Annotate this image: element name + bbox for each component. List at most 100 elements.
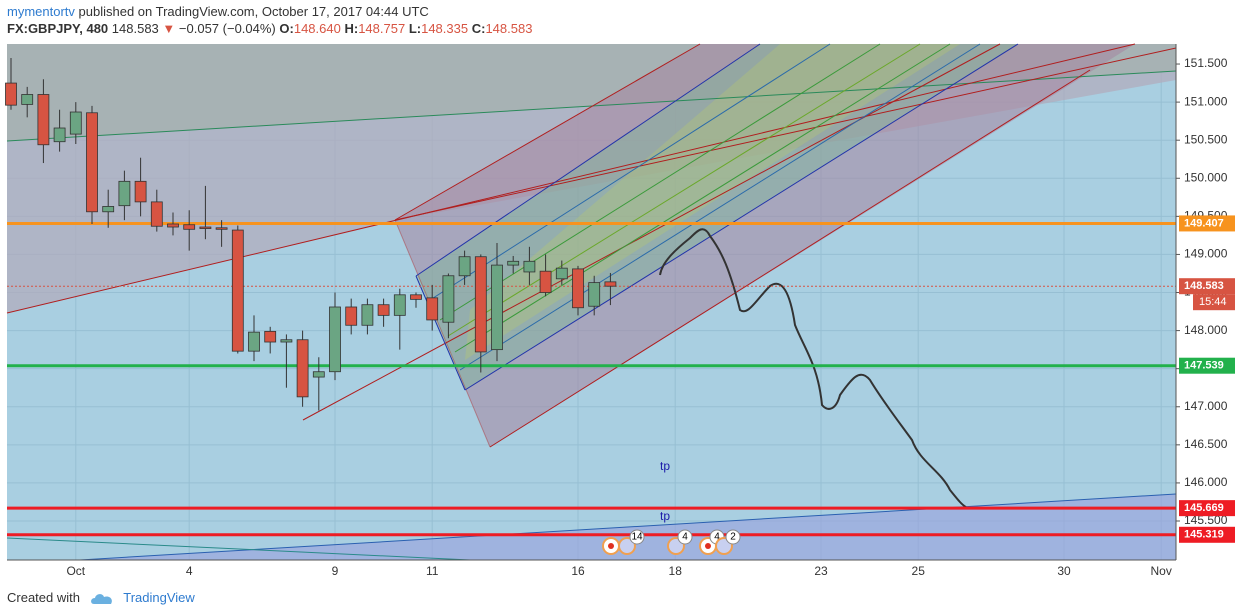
x-tick-label: Nov (1151, 564, 1172, 578)
x-tick-label: 4 (186, 564, 193, 578)
x-tick-label: 30 (1057, 564, 1071, 578)
annotation: tp (660, 459, 670, 473)
event-icon (705, 543, 711, 549)
candle-body (604, 281, 617, 287)
candle-body (118, 180, 131, 207)
fan-line (439, 43, 881, 321)
event-badge (725, 529, 741, 545)
trend-line (79, 493, 1177, 561)
price-badge (1179, 278, 1235, 295)
candles (5, 57, 617, 411)
candle-body (523, 260, 536, 273)
projection-path (659, 228, 967, 508)
trend-line (6, 537, 471, 561)
header-line: mymentortv published on TradingView.com,… (7, 3, 532, 20)
candle-body (377, 304, 390, 316)
candle-body (329, 306, 341, 373)
author[interactable]: mymentortv (7, 4, 75, 19)
x-tick-label: Oct (66, 564, 85, 578)
candle-body (312, 371, 325, 378)
candle-body (539, 270, 552, 293)
candle-body (231, 229, 244, 352)
candle-body (215, 227, 228, 230)
trend-line (6, 70, 1177, 142)
h: 148.757 (358, 21, 406, 36)
brand[interactable]: TradingView (123, 590, 195, 605)
trend-line (394, 43, 701, 221)
candle-body (167, 223, 179, 228)
candle-body (393, 294, 406, 316)
candle-body (345, 306, 358, 326)
x-tick-label: 16 (571, 564, 585, 578)
y-tick-label: 148.000 (1184, 323, 1228, 337)
price-badge-label: 145.319 (1184, 529, 1224, 541)
trend-line (302, 43, 1001, 421)
candle-body (491, 264, 503, 351)
candle-body (588, 282, 601, 307)
event-count: 4 (714, 532, 720, 543)
candle-body (21, 94, 34, 105)
chart: tp tp 14 4 4 2 145.500 146.000 146.500 147.… (5, 43, 1236, 578)
event-icon[interactable] (618, 537, 636, 555)
candle-body (248, 331, 260, 352)
trend-line (394, 219, 491, 448)
candle-body (572, 268, 584, 309)
event-count: 4 (682, 532, 688, 543)
y-tick-label: 150.500 (1184, 132, 1228, 146)
fan-line (415, 43, 761, 277)
l: 148.335 (421, 21, 469, 36)
countdown-badge (1193, 294, 1235, 311)
fan-line (415, 275, 466, 391)
header-line: FX:GBPJPY, 480 148.583 ▼ −0.057 (−0.04%)… (7, 20, 532, 37)
y-tick-label: 146.000 (1184, 475, 1228, 489)
axis-labels: 145.500146.000146.500147.000147.500148.0… (66, 56, 1235, 578)
candle-body (150, 201, 163, 227)
candle-body (410, 294, 422, 300)
x-tick-label: 11 (426, 564, 439, 578)
x-tick-label: 9 (332, 564, 339, 578)
price-badge-label: 148.583 (1184, 280, 1224, 292)
candle-body (264, 330, 277, 343)
price-badge-label: 147.539 (1184, 360, 1224, 372)
candle-body (507, 260, 520, 266)
drawings (6, 43, 1177, 561)
y-tick-label: 145.500 (1184, 513, 1228, 527)
change: −0.057 (−0.04%) (178, 21, 276, 36)
candle-body (426, 297, 439, 321)
candle-body (199, 226, 212, 229)
candle-body (474, 256, 487, 353)
fan-line (459, 43, 981, 371)
candle-body (5, 82, 17, 106)
candle-body (296, 339, 309, 398)
event-count: 14 (631, 532, 643, 543)
fan-line (454, 43, 951, 353)
footer: Created with TradingView (7, 590, 195, 606)
h-label: H: (344, 21, 359, 36)
y-tick-label: 147.000 (1184, 399, 1228, 413)
candle-body (458, 256, 471, 277)
published: published on TradingView.com, October 17… (78, 4, 429, 19)
price-badge-label: 145.669 (1184, 502, 1224, 514)
x-tick-label: 23 (814, 564, 828, 578)
candle-body (69, 111, 82, 135)
fan-line (447, 43, 921, 337)
events[interactable]: 14 4 4 2 (602, 529, 741, 555)
countdown-label: 15:44 (1199, 296, 1227, 308)
event-count: 2 (730, 532, 736, 543)
candle-body (442, 275, 455, 323)
candle-body (134, 180, 147, 203)
pitchfork (395, 44, 1135, 447)
price-badge (1179, 526, 1235, 543)
y-tick-label: 149.000 (1184, 247, 1228, 261)
x-tick-label: 25 (912, 564, 926, 578)
trend-line (394, 47, 1177, 221)
annotation: tp (660, 509, 670, 523)
o-label: O: (279, 21, 294, 36)
candle-body (102, 206, 115, 213)
price-badge-label: 149.407 (1184, 217, 1224, 229)
candle-body (555, 267, 568, 280)
price-badge (1179, 357, 1235, 374)
y-tick-label: 146.500 (1184, 437, 1228, 451)
c: 148.583 (485, 21, 533, 36)
y-tick-label: 151.500 (1184, 56, 1228, 70)
